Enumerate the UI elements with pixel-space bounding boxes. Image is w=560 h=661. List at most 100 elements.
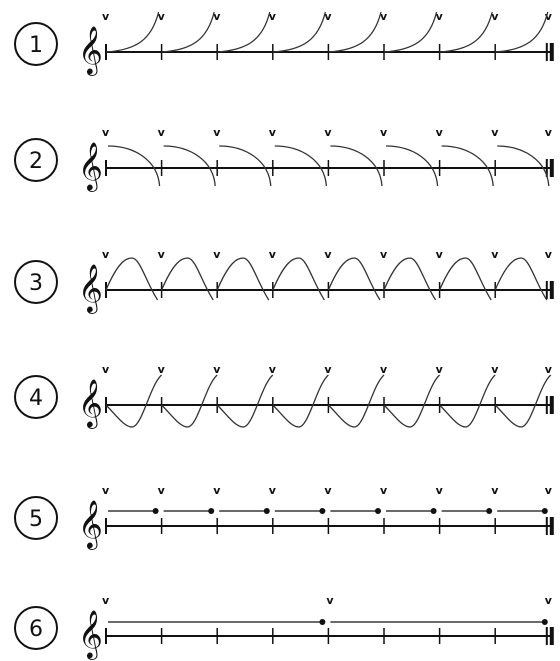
breath-mark-icon: v bbox=[545, 484, 553, 497]
breath-mark-icon: v bbox=[158, 363, 166, 376]
breath-mark-icon: v bbox=[380, 126, 388, 139]
breath-contour-line bbox=[494, 257, 548, 301]
breath-mark-icon: v bbox=[380, 484, 388, 497]
treble-clef-icon: 𝄞 bbox=[78, 141, 103, 192]
breath-contour-line bbox=[107, 145, 161, 187]
note-dot bbox=[208, 508, 215, 514]
breath-mark-icon: v bbox=[269, 484, 277, 497]
note-dot bbox=[486, 508, 493, 514]
breath-mark-icon: v bbox=[324, 126, 332, 139]
note-dot bbox=[375, 508, 381, 514]
breath-contour-line bbox=[327, 374, 385, 428]
breath-mark-icon: v bbox=[545, 594, 553, 607]
breath-contour-line bbox=[439, 257, 492, 301]
breath-contour-line bbox=[441, 145, 494, 187]
breath-contour-line bbox=[439, 374, 496, 428]
breath-mark-icon: v bbox=[269, 363, 277, 376]
breath-contour-line bbox=[328, 11, 382, 53]
breath-mark-icon: v bbox=[491, 484, 499, 497]
breath-contour-line bbox=[216, 374, 274, 428]
breath-mark-icon: v bbox=[380, 363, 388, 376]
breath-mark-icon: v bbox=[324, 363, 332, 376]
note-dot bbox=[263, 508, 270, 514]
breath-mark-icon: v bbox=[269, 126, 277, 139]
breath-mark-icon: v bbox=[436, 363, 444, 376]
breath-contour-line bbox=[330, 145, 383, 187]
treble-clef-icon: 𝄞 bbox=[78, 378, 103, 429]
exercise-number: 5 bbox=[29, 507, 43, 532]
breath-mark-icon: v bbox=[491, 248, 499, 261]
exercise-number-circle bbox=[14, 138, 58, 182]
breath-mark-icon: v bbox=[491, 10, 499, 23]
breath-mark-icon: v bbox=[324, 248, 332, 261]
breath-contour-line bbox=[383, 257, 437, 301]
exercise-row-4: 4 𝄞 v v v v v v v v v bbox=[14, 363, 554, 429]
note-dot bbox=[541, 508, 548, 514]
note-dot bbox=[319, 508, 326, 514]
breath-mark-icon: v bbox=[102, 484, 110, 497]
breath-contour-line bbox=[439, 11, 493, 53]
breath-mark-icon: v bbox=[269, 248, 277, 261]
breath-mark-icon: v bbox=[102, 126, 110, 139]
note-dot bbox=[152, 508, 159, 514]
breath-contour-line bbox=[163, 145, 216, 187]
exercise-number-circle bbox=[14, 22, 58, 66]
breath-mark-icon: v bbox=[158, 248, 166, 261]
breath-mark-icon: v bbox=[436, 10, 444, 23]
treble-clef-icon: 𝄞 bbox=[78, 263, 103, 314]
breath-contour-line bbox=[161, 11, 215, 53]
exercise-row-1: 1 𝄞 v v v v v v v v v bbox=[14, 10, 554, 76]
breath-contour-line bbox=[105, 374, 163, 428]
breath-mark-icon: v bbox=[213, 248, 221, 261]
note-dot bbox=[430, 508, 437, 514]
breath-mark-icon: v bbox=[436, 126, 444, 139]
exercise-number-circle bbox=[14, 606, 58, 650]
breath-mark-icon: v bbox=[545, 10, 553, 23]
breath-contour-line bbox=[494, 374, 552, 428]
breath-mark-icon: v bbox=[213, 363, 221, 376]
breath-contour-line bbox=[497, 145, 550, 187]
breath-mark-icon: v bbox=[158, 484, 166, 497]
breath-mark-icon: v bbox=[269, 10, 277, 23]
exercise-number: 6 bbox=[29, 617, 43, 642]
breath-contour-line bbox=[105, 11, 160, 53]
exercise-number-circle bbox=[14, 496, 58, 540]
breath-mark-icon: v bbox=[436, 484, 444, 497]
breath-mark-icon: v bbox=[324, 484, 332, 497]
breath-mark-icon: v bbox=[102, 363, 110, 376]
exercise-number: 2 bbox=[29, 149, 43, 174]
breath-mark-icon: v bbox=[545, 248, 553, 261]
exercise-number-circle bbox=[14, 375, 58, 419]
exercise-row-5: 5 𝄞 v v v v v v v v v bbox=[14, 484, 554, 550]
breath-contour-line bbox=[216, 257, 270, 301]
breath-contour-line bbox=[327, 257, 381, 301]
breath-contour-line bbox=[383, 374, 441, 428]
treble-clef-icon: 𝄞 bbox=[78, 609, 103, 660]
exercise-number: 1 bbox=[29, 33, 43, 58]
breath-contour-line bbox=[161, 257, 214, 301]
breath-mark-icon: v bbox=[213, 484, 221, 497]
breath-contour-line bbox=[105, 257, 159, 301]
breath-contour-line bbox=[385, 145, 439, 187]
breath-mark-icon: v bbox=[326, 594, 334, 607]
breath-contour-line bbox=[217, 11, 271, 53]
exercise-row-3: 3 𝄞 v v v v v v v v v bbox=[14, 248, 554, 314]
breath-mark-icon: v bbox=[380, 10, 388, 23]
exercise-row-6: 6 𝄞 v v v bbox=[14, 594, 554, 660]
breath-contour-line bbox=[219, 145, 272, 187]
breath-mark-icon: v bbox=[213, 10, 221, 23]
breath-contour-line bbox=[274, 145, 328, 187]
breath-mark-icon: v bbox=[213, 126, 221, 139]
breath-mark-icon: v bbox=[102, 10, 110, 23]
breath-contour-line bbox=[495, 11, 549, 53]
breath-mark-icon: v bbox=[491, 126, 499, 139]
breath-mark-icon: v bbox=[436, 248, 444, 261]
breath-contour-line bbox=[272, 11, 327, 53]
breath-mark-icon: v bbox=[324, 10, 332, 23]
note-dot bbox=[541, 619, 548, 625]
breath-contour-line bbox=[383, 11, 438, 53]
breath-mark-icon: v bbox=[380, 248, 388, 261]
breath-contour-line bbox=[161, 374, 218, 428]
exercise-number: 4 bbox=[29, 386, 43, 411]
